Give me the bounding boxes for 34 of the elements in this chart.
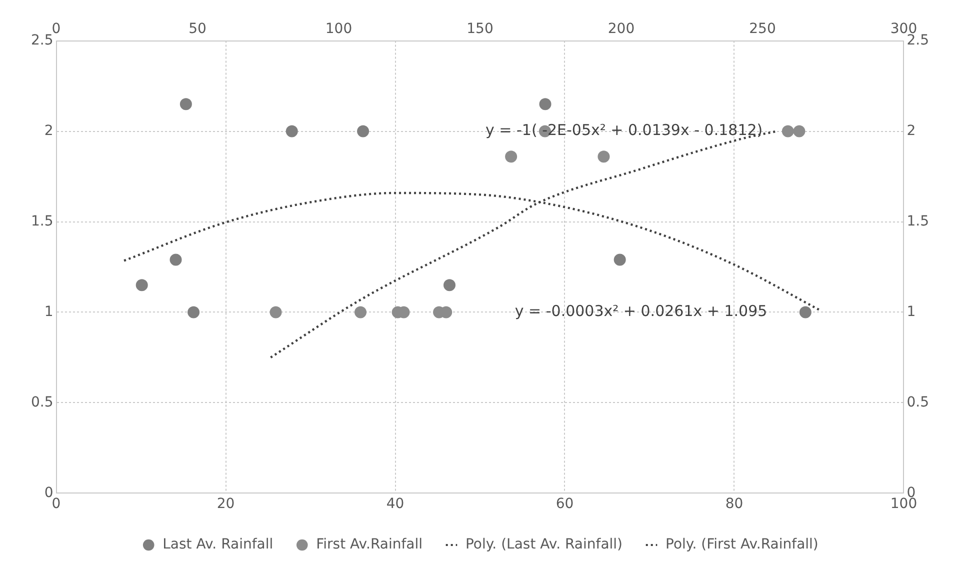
- x2-tick-label: 100: [325, 21, 352, 38]
- legend-label: Poly. (Last Av. Rainfall): [465, 536, 623, 553]
- x-tick-label: 20: [216, 496, 235, 512]
- legend-label: Poly. (First Av.Rainfall): [666, 536, 818, 553]
- annotation: y = -0.0003x² + 0.0261x + 1.095: [514, 302, 768, 320]
- point: [614, 254, 626, 266]
- x2-tick-label: 200: [608, 21, 635, 38]
- x2-tick-label: 250: [749, 21, 776, 38]
- point: [188, 306, 200, 318]
- y2-tick-label: 1: [906, 304, 916, 320]
- x-tick-label: 80: [725, 496, 744, 512]
- point: [443, 279, 456, 292]
- y-tick-label: 0: [44, 484, 54, 501]
- y2-tick-label: 2: [906, 122, 916, 139]
- point: [180, 98, 192, 110]
- y-tick-label: 2: [44, 122, 54, 139]
- y-tick-label: 2.5: [31, 32, 54, 48]
- x2-tick-label: 150: [466, 21, 494, 38]
- x-tick-label: 40: [386, 496, 404, 512]
- point: [357, 125, 370, 138]
- y-tick-label: 1: [44, 304, 54, 320]
- legend-label: First Av.Rainfall: [316, 536, 422, 553]
- y2-tick-label: 1.5: [906, 213, 929, 230]
- x-tick-label: 60: [556, 496, 574, 512]
- point: [286, 125, 298, 138]
- y2-tick-label: 0.5: [906, 394, 929, 410]
- point: [799, 306, 812, 318]
- legend-label: Last Av. Rainfall: [162, 536, 274, 553]
- point: [170, 254, 182, 266]
- point: [539, 98, 552, 110]
- y-tick-label: 0.5: [31, 394, 54, 410]
- x2-tick-label: 50: [188, 21, 206, 38]
- y-tick-label: 1.5: [31, 213, 54, 230]
- point: [136, 279, 148, 292]
